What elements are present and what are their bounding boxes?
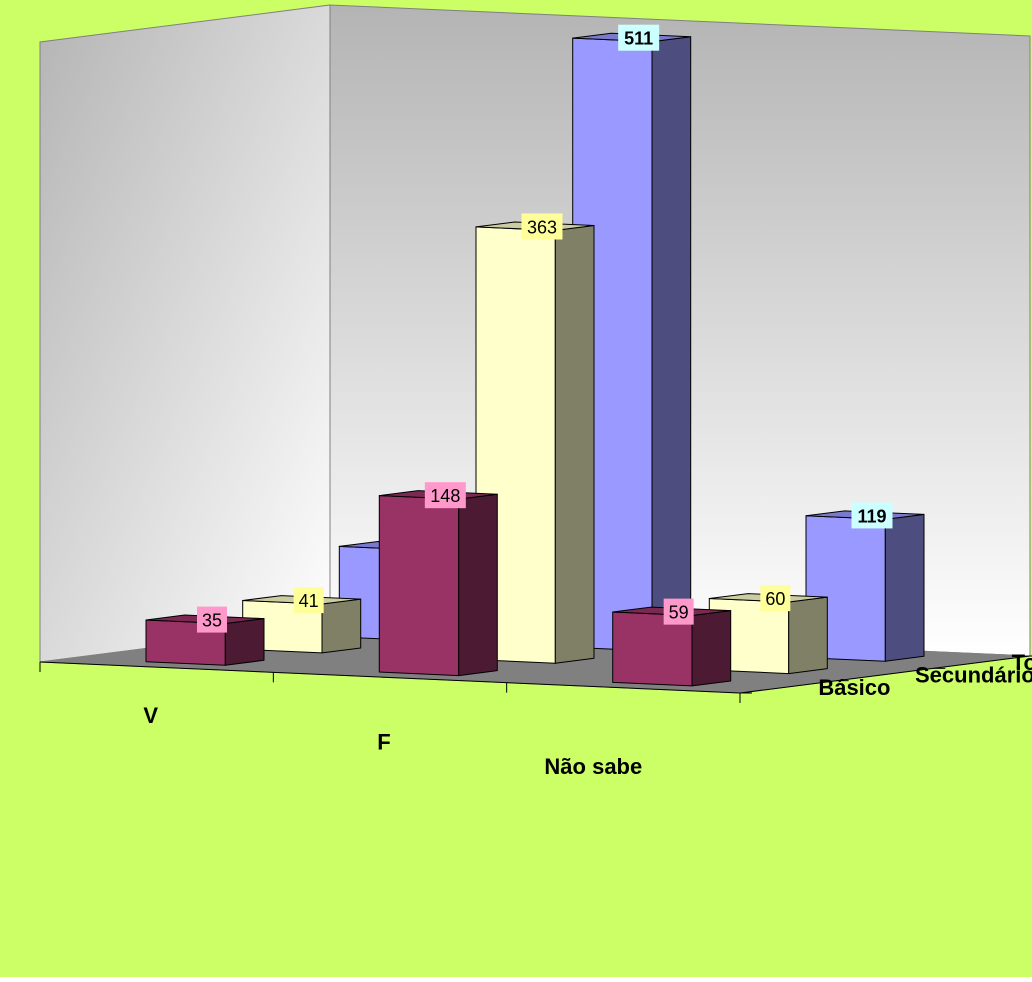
data-label-bg [521, 213, 563, 240]
depth-axis-line [739, 655, 1031, 694]
x-tick-label: V [143, 703, 158, 728]
bar-side[interactable] [691, 610, 732, 687]
bar-side[interactable] [458, 493, 498, 677]
bar-side[interactable] [224, 618, 265, 666]
bar-side[interactable] [651, 36, 692, 652]
data-label-bg [424, 482, 466, 509]
data-label-bg [663, 598, 694, 625]
bar-side[interactable] [884, 513, 925, 662]
bar-front[interactable] [378, 495, 460, 677]
data-label: 119 [857, 506, 886, 526]
data-label: 363 [527, 218, 557, 238]
data-label-bg [618, 24, 660, 51]
data-label-bg [293, 587, 324, 614]
bar-side[interactable] [321, 598, 362, 654]
x-tick-label: Não sabe [544, 754, 642, 779]
data-label-bg [197, 606, 227, 633]
x-axis-line [39, 661, 741, 694]
depth-tick-label: Secundário [915, 663, 1032, 688]
left-wall [39, 4, 331, 663]
data-label: 60 [765, 589, 785, 609]
data-label: 511 [624, 29, 653, 49]
data-label: 35 [202, 611, 222, 631]
data-label-bg [851, 502, 893, 529]
bar-side[interactable] [554, 225, 595, 664]
data-label: 41 [299, 591, 319, 611]
depth-tick-label: Total [1012, 650, 1032, 675]
data-label: 148 [430, 486, 460, 506]
data-label: 59 [669, 603, 689, 623]
data-label-bg [760, 585, 791, 612]
depth-tick-label: Básico [818, 675, 890, 700]
x-tick-label: F [377, 730, 390, 755]
bar-side[interactable] [788, 596, 828, 675]
